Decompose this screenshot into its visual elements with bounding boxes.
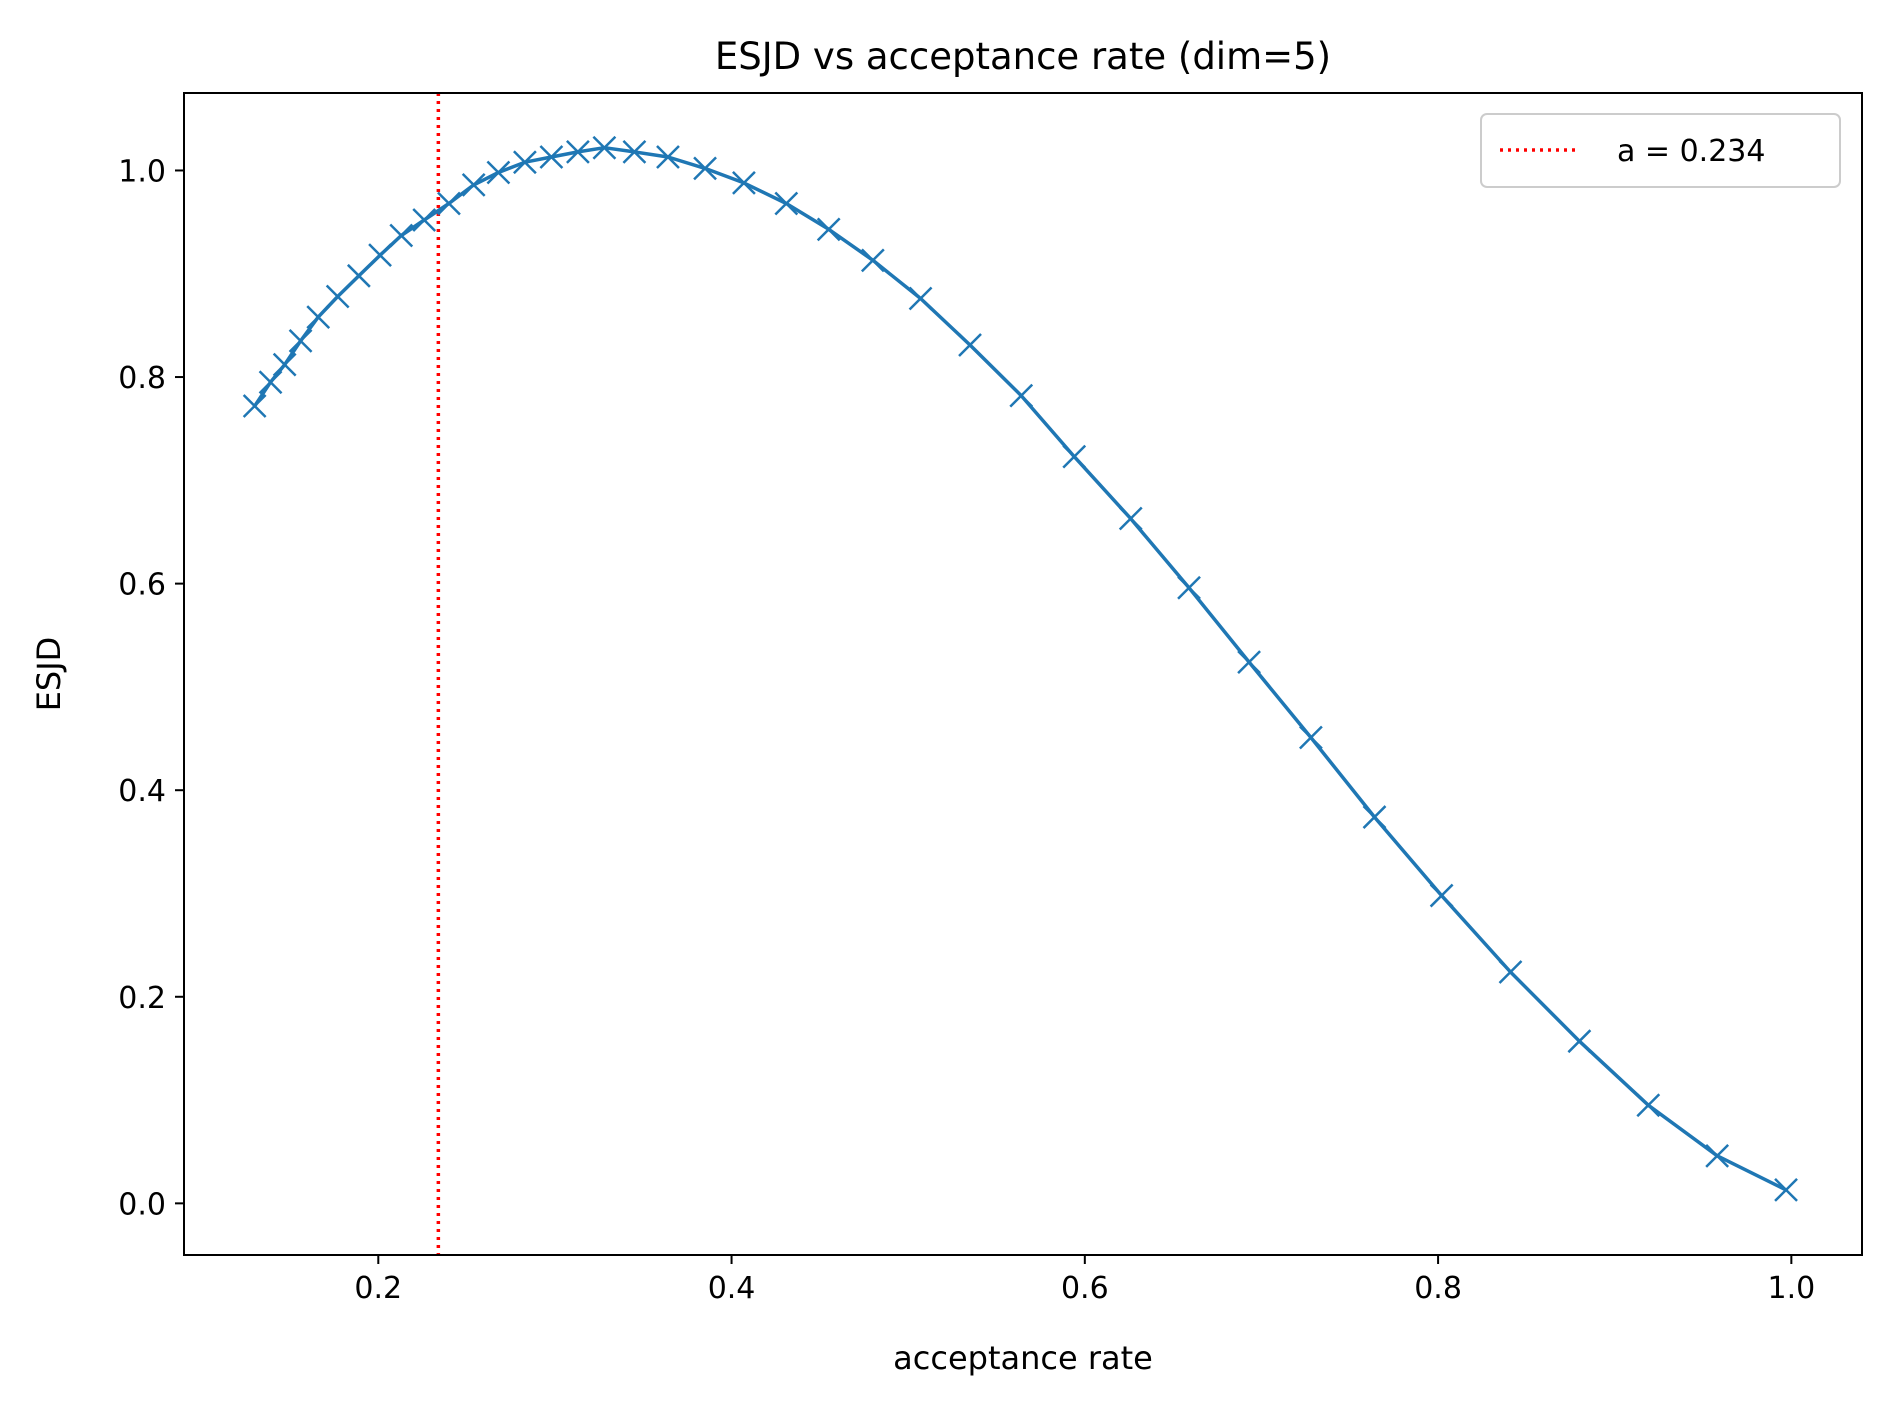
data-point-marker	[1062, 444, 1087, 469]
legend-box	[1480, 113, 1841, 188]
data-point-marker	[1429, 883, 1454, 908]
plot-frame	[183, 92, 1863, 1256]
data-point-marker	[1498, 960, 1523, 984]
data-point-marker	[693, 156, 717, 181]
legend: a = 0.234	[1480, 113, 1841, 188]
data-point-marker	[1636, 1093, 1661, 1118]
data-point-marker	[860, 248, 885, 273]
y-tick-label: 0.2	[118, 981, 166, 1016]
data-point-marker	[437, 191, 461, 216]
data-point-marker	[306, 305, 331, 330]
y-tick-label: 0.8	[118, 361, 166, 396]
plot-area	[242, 93, 1798, 1255]
data-point-marker	[258, 370, 283, 395]
data-point-marker	[513, 150, 537, 175]
data-point-marker	[816, 217, 841, 242]
x-tick-label: 0.8	[1414, 1271, 1462, 1306]
x-tick-label: 1.0	[1767, 1271, 1815, 1306]
data-point-marker	[539, 145, 564, 169]
data-point-marker	[325, 284, 350, 309]
y-tick-label: 1.0	[118, 154, 166, 189]
data-point-marker	[1705, 1143, 1730, 1168]
data-point-marker	[958, 333, 982, 357]
data-point-marker	[566, 139, 590, 164]
data-point-marker	[592, 135, 617, 160]
x-tick-label: 0.6	[1061, 1271, 1109, 1306]
data-point-marker	[1009, 383, 1034, 408]
data-point-marker	[486, 160, 511, 185]
data-point-marker	[412, 208, 437, 232]
data-point-marker	[272, 352, 297, 377]
data-point-marker	[288, 329, 313, 353]
x-axis: 0.2 0.4 0.6 0.8 1.0	[354, 1255, 1815, 1306]
data-point-marker	[1774, 1178, 1798, 1202]
x-tick-label: 0.2	[354, 1271, 402, 1306]
data-point-marker	[1237, 650, 1261, 675]
x-tick-label: 0.4	[708, 1271, 756, 1306]
data-point-marker	[1299, 725, 1323, 750]
y-tick-label: 0.0	[118, 1187, 166, 1222]
y-axis: 0.0 0.2 0.4 0.6 0.8 1.0	[118, 154, 184, 1222]
legend-label: a = 0.234	[1617, 134, 1765, 169]
data-point-marker	[622, 139, 647, 164]
series-line	[252, 145, 1788, 1192]
data-point-marker	[461, 173, 486, 197]
data-point-marker	[908, 286, 933, 311]
data-point-marker	[389, 223, 414, 248]
x-axis-label: acceptance rate	[893, 1339, 1153, 1377]
data-point-marker	[346, 263, 371, 288]
chart-title: ESJD vs acceptance rate (dim=5)	[715, 35, 1331, 78]
data-point-marker	[1362, 805, 1387, 829]
data-point-marker	[1118, 506, 1143, 531]
data-point-marker	[1177, 575, 1201, 600]
data-point-marker	[774, 191, 799, 216]
y-tick-label: 0.4	[118, 774, 166, 809]
data-point-marker	[242, 394, 267, 418]
y-tick-label: 0.6	[118, 568, 166, 603]
data-point-marker	[656, 145, 680, 169]
data-point-marker	[732, 170, 756, 195]
data-point-marker	[368, 243, 392, 268]
y-axis-label: ESJD	[30, 637, 68, 712]
data-point-marker	[1567, 1029, 1592, 1054]
